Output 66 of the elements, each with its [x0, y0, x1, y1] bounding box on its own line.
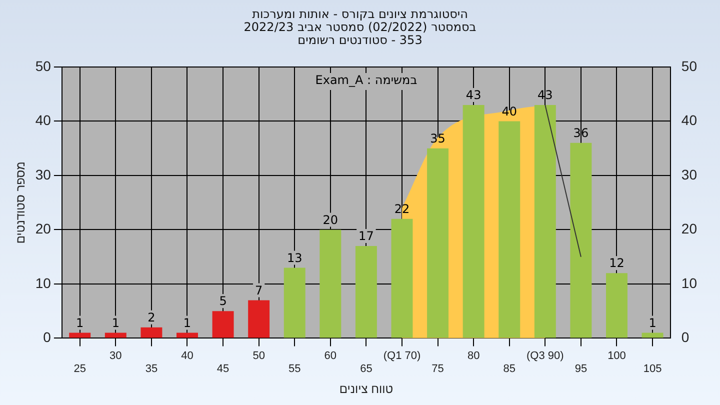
data-label: 13: [286, 250, 302, 265]
bar: [248, 300, 270, 338]
bar: [176, 332, 198, 338]
x-tick-label: 55: [288, 363, 301, 376]
x-tick-label: 30: [110, 350, 122, 362]
bar: [140, 327, 162, 338]
bar: [320, 230, 342, 338]
y-tick-label: 10: [35, 274, 52, 291]
y2-tick-label: 50: [681, 58, 698, 74]
data-label: 1: [183, 316, 192, 330]
bar: [284, 268, 306, 338]
chart-subtitle: בסמסטר (02/2022) סמסטר אביב 2022/23 353 - סטודנטים רשומים: [242, 20, 478, 47]
bar: [642, 332, 664, 338]
y-tick-label: 0: [43, 329, 52, 346]
data-label: 20: [322, 212, 338, 227]
data-label: 22: [394, 202, 410, 216]
bar: [391, 218, 413, 338]
bar: [427, 148, 449, 338]
x-tick-label: 25: [74, 363, 86, 376]
y-tick-label: 30: [35, 166, 52, 182]
data-label: 2: [148, 310, 156, 324]
bar: [212, 311, 234, 338]
x-tick-label: (Q3 90): [526, 350, 564, 362]
y2-tick-label: 20: [681, 220, 698, 237]
x-tick-label: 75: [432, 363, 444, 376]
y2-tick-label: 10: [681, 274, 698, 291]
bar: [104, 332, 126, 338]
bar: [462, 104, 484, 338]
x-tick-label: 95: [574, 363, 588, 376]
x-tick-label: (Q1 70): [383, 350, 421, 362]
data-label: 43: [466, 88, 482, 102]
y-axis-title: מספר סטודנטים: [14, 162, 28, 244]
data-label: 1: [112, 316, 120, 330]
x-tick-label: 45: [216, 363, 230, 376]
x-tick-label: 105: [643, 363, 662, 376]
x-tick-label: 35: [145, 363, 158, 376]
data-label: 40: [502, 104, 518, 118]
x-tick-label: 80: [467, 350, 480, 362]
y2-tick-label: 40: [681, 112, 698, 128]
y2-tick-label: 0: [681, 329, 690, 346]
y-tick-label: 20: [35, 220, 52, 237]
x-tick-label: 50: [252, 350, 265, 362]
data-label: 5: [219, 294, 227, 308]
bar: [534, 104, 556, 338]
data-label: 1: [648, 316, 656, 330]
bar: [606, 273, 628, 338]
y-tick-label: 40: [35, 112, 52, 128]
annotation: במשימה : Exam_A: [315, 73, 418, 88]
x-tick-label: 40: [181, 350, 194, 362]
data-label: 17: [358, 229, 374, 244]
y-tick-label: 50: [35, 58, 52, 74]
bar: [69, 332, 91, 338]
y2-tick-label: 30: [681, 166, 698, 182]
data-label: 35: [430, 131, 446, 146]
x-tick-label: 60: [324, 350, 337, 362]
data-label: 12: [609, 256, 624, 270]
bar: [355, 246, 377, 338]
data-label: 1: [76, 316, 84, 330]
x-tick-label: 100: [608, 350, 626, 362]
chart-title: היסטוגרמת ציונים בקורס - אותות ומערכות: [251, 7, 469, 21]
x-tick-label: 65: [360, 363, 372, 376]
bar: [498, 121, 520, 338]
x-axis-title: טווח ציונים: [339, 382, 394, 396]
data-label: 7: [255, 283, 263, 298]
bar: [570, 142, 592, 338]
x-tick-label: 85: [503, 363, 516, 376]
